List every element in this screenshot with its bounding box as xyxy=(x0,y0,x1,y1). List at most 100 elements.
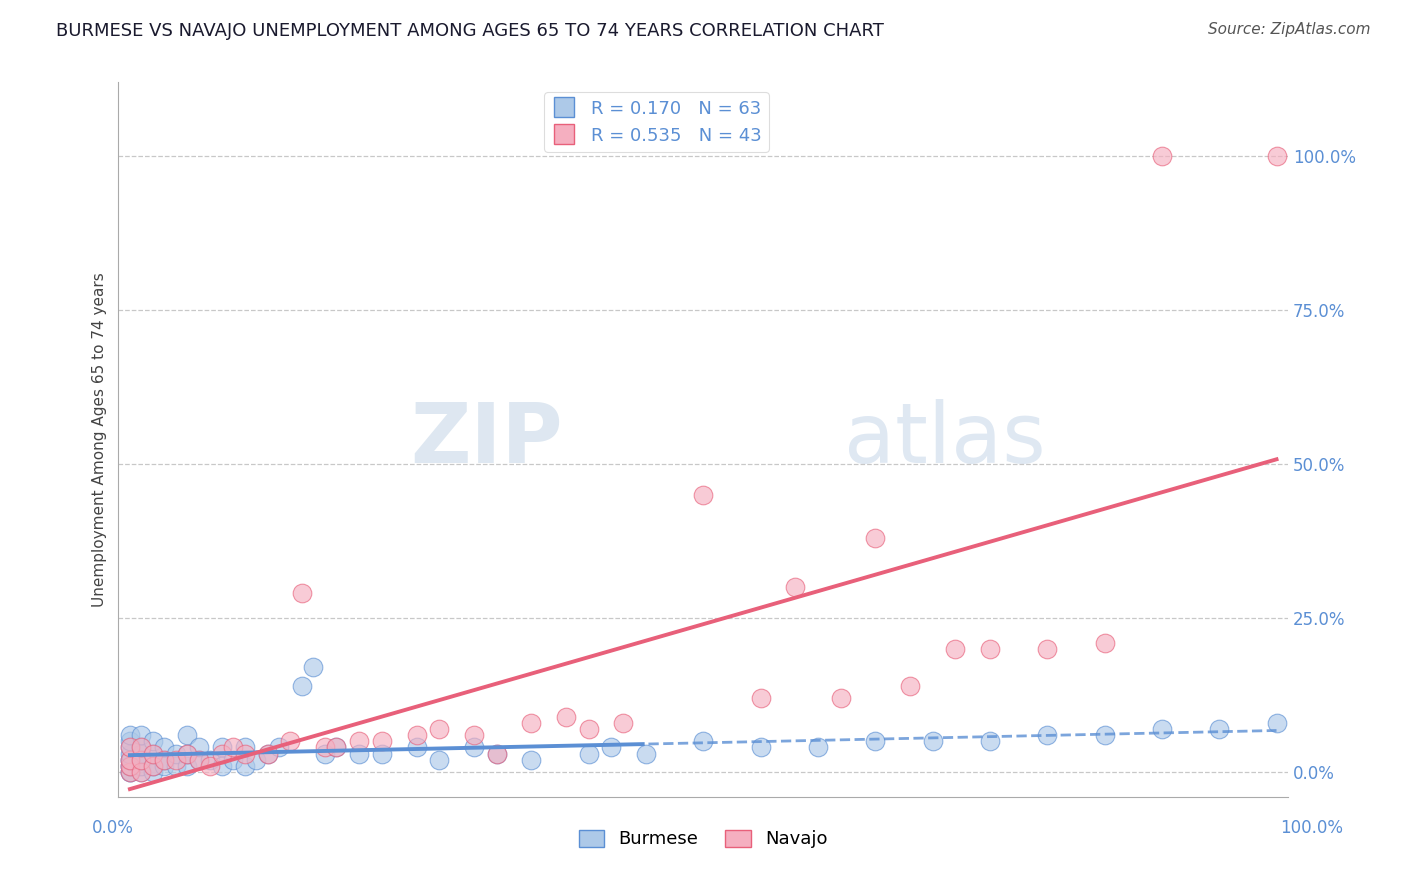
Point xyxy=(153,759,176,773)
Point xyxy=(118,740,141,755)
Point xyxy=(1265,149,1288,163)
Point xyxy=(783,580,806,594)
Point xyxy=(211,759,233,773)
Point xyxy=(233,740,256,755)
Point xyxy=(176,747,198,761)
Point xyxy=(131,740,153,755)
Point xyxy=(118,734,141,748)
Point xyxy=(692,734,714,748)
Point xyxy=(118,753,141,767)
Point xyxy=(131,753,153,767)
Legend: R = 0.170   N = 63, R = 0.535   N = 43: R = 0.170 N = 63, R = 0.535 N = 43 xyxy=(544,93,769,152)
Point xyxy=(131,753,153,767)
Point xyxy=(1150,722,1173,736)
Point xyxy=(291,679,314,693)
Point xyxy=(267,740,290,755)
Point xyxy=(118,765,141,780)
Point xyxy=(142,765,165,780)
Point xyxy=(176,728,198,742)
Point xyxy=(176,747,198,761)
Point xyxy=(520,753,543,767)
Point xyxy=(600,740,623,755)
Point xyxy=(142,734,165,748)
Point xyxy=(131,765,153,780)
Point xyxy=(142,747,165,761)
Point xyxy=(165,747,187,761)
Point xyxy=(1094,728,1116,742)
Point xyxy=(463,740,485,755)
Text: 100.0%: 100.0% xyxy=(1279,819,1343,837)
Point xyxy=(945,641,967,656)
Point xyxy=(1036,641,1059,656)
Y-axis label: Unemployment Among Ages 65 to 74 years: Unemployment Among Ages 65 to 74 years xyxy=(93,272,107,607)
Point xyxy=(118,740,141,755)
Point xyxy=(405,740,427,755)
Point xyxy=(153,753,176,767)
Point xyxy=(211,747,233,761)
Point xyxy=(1265,715,1288,730)
Point xyxy=(131,759,153,773)
Point xyxy=(211,740,233,755)
Point xyxy=(118,728,141,742)
Point xyxy=(314,740,336,755)
Point xyxy=(371,747,394,761)
Point xyxy=(131,728,153,742)
Point xyxy=(325,740,347,755)
Point xyxy=(749,740,772,755)
Point xyxy=(979,641,1001,656)
Point xyxy=(187,740,209,755)
Point xyxy=(245,753,267,767)
Point xyxy=(153,753,176,767)
Point xyxy=(187,753,209,767)
Point xyxy=(131,765,153,780)
Point xyxy=(291,586,314,600)
Point xyxy=(371,734,394,748)
Point xyxy=(142,759,165,773)
Point xyxy=(463,728,485,742)
Point xyxy=(1208,722,1230,736)
Point xyxy=(578,722,600,736)
Point xyxy=(578,747,600,761)
Point xyxy=(554,709,576,723)
Point xyxy=(347,734,370,748)
Point xyxy=(256,747,278,761)
Point xyxy=(302,660,325,674)
Point xyxy=(405,728,427,742)
Point xyxy=(142,759,165,773)
Point xyxy=(256,747,278,761)
Point xyxy=(314,747,336,761)
Point xyxy=(131,747,153,761)
Point xyxy=(1094,635,1116,649)
Point xyxy=(1150,149,1173,163)
Point xyxy=(485,747,508,761)
Point xyxy=(807,740,830,755)
Point xyxy=(131,740,153,755)
Point xyxy=(118,759,141,773)
Point xyxy=(222,753,245,767)
Point xyxy=(898,679,921,693)
Point xyxy=(118,759,141,773)
Point xyxy=(198,753,221,767)
Point xyxy=(118,765,141,780)
Point xyxy=(118,753,141,767)
Point xyxy=(142,747,165,761)
Text: ZIP: ZIP xyxy=(411,399,562,480)
Point xyxy=(485,747,508,761)
Point xyxy=(749,691,772,706)
Point xyxy=(863,734,886,748)
Point xyxy=(612,715,634,730)
Point xyxy=(429,753,451,767)
Point xyxy=(325,740,347,755)
Point xyxy=(634,747,657,761)
Point xyxy=(118,753,141,767)
Point xyxy=(165,759,187,773)
Point xyxy=(233,747,256,761)
Point xyxy=(118,765,141,780)
Point xyxy=(222,740,245,755)
Text: 0.0%: 0.0% xyxy=(91,819,134,837)
Point xyxy=(165,753,187,767)
Point xyxy=(429,722,451,736)
Point xyxy=(347,747,370,761)
Point xyxy=(1036,728,1059,742)
Point xyxy=(692,488,714,502)
